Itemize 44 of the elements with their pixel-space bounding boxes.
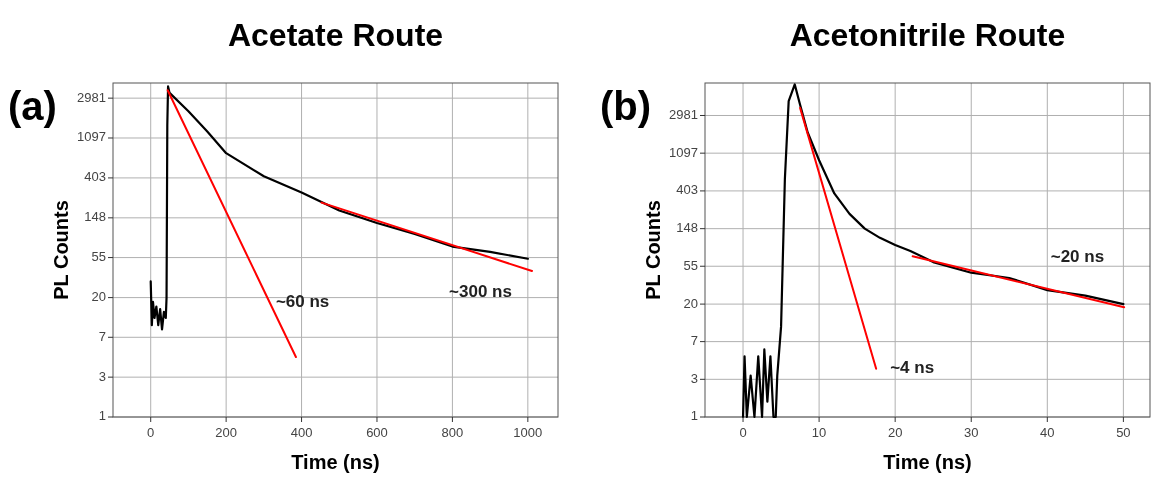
y-tick-label: 2981 [77,89,106,105]
x-tick-label: 50 [1116,425,1131,440]
y-tick-label: 20 [91,289,106,305]
annotation: ~300 ns [449,282,512,302]
x-tick-label: 200 [215,425,237,440]
x-tick-label: 400 [290,425,313,440]
x-tick-label: 30 [964,425,979,440]
y-tick-label: 3 [690,370,698,386]
y-tick-label: 1097 [77,129,106,145]
y-tick-label: 1097 [669,144,698,160]
x-tick-label: 20 [887,425,903,440]
y-tick-label: 55 [683,257,698,273]
y-tick-label: 1 [98,408,106,424]
y-tick-label: 403 [676,182,698,198]
y-tick-label: 55 [91,249,106,265]
x-tick-label: 0 [739,425,747,440]
y-tick-label: 148 [84,209,106,225]
annotation: ~20 ns [1050,246,1105,266]
y-tick-label: 403 [84,169,106,185]
y-axis-title: PL Counts [50,200,72,300]
x-axis-title: Time (ns) [291,451,380,473]
chart-title: Acetonitrile Route [789,17,1066,53]
line-series [149,85,529,331]
text: (b) [600,84,652,128]
y-tick-label: 20 [683,295,698,311]
x-tick-label: 600 [366,425,388,440]
y-tick-label: 2981 [669,106,698,122]
x-tick-label: 1000 [513,425,543,440]
chart-title: Acetate Route [227,17,444,53]
y-tick-label: 148 [676,220,698,236]
x-tick-label: 0 [147,425,155,440]
y-tick-label: 3 [98,368,106,384]
x-tick-label: 10 [811,425,827,440]
line-series [741,83,1125,419]
x-tick-label: 40 [1040,425,1055,440]
y-axis-title: PL Counts [642,200,664,300]
x-tick-label: 800 [441,425,464,440]
annotation: ~60 ns [275,291,330,311]
x-axis-title: Time (ns) [883,451,972,473]
y-tick-label: 7 [98,328,106,344]
annotation: ~4 ns [890,358,935,378]
y-tick-label: 1 [690,408,698,424]
y-tick-label: 7 [690,333,698,349]
text: (a) [8,84,57,128]
